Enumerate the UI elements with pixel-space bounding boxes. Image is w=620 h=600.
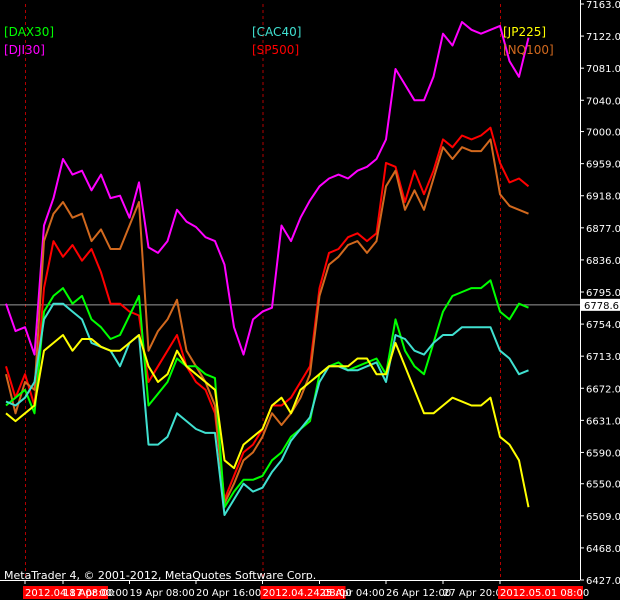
y-tick-label: 6959.0 [586,160,620,171]
x-tick-label: 20 Apr 16:00 [196,588,261,599]
y-tick-label: 6713.0 [586,352,620,363]
y-tick-label: 6468.0 [586,544,620,555]
x-tick-label: 25 Apr 04:00 [320,588,385,599]
y-tick-label: 6754.0 [586,320,620,331]
x-tick-label: 2012.05.01 08:00 [500,588,589,599]
legend-nq100: [NQ100] [503,43,554,57]
y-tick-label: 6590.0 [586,448,620,459]
current-price-label: 6778.6 [584,301,619,312]
current-price-box [581,298,620,311]
y-tick-label: 6918.0 [586,192,620,203]
x-label-highlight [498,586,583,599]
x-tick-label: 18 Apr 00:00 [63,588,128,599]
y-tick-label: 7122.0 [586,32,620,43]
y-tick-label: 6672.0 [586,384,620,395]
y-tick-label: 6509.0 [586,512,620,523]
series-line-cac40[interactable] [5,302,529,516]
y-tick-label: 6795.0 [586,288,620,299]
legend-dax30: [DAX30] [4,25,55,39]
y-tick-label: 6427.0 [586,576,620,587]
legend-jp225: [JP225] [503,25,547,39]
y-tick-label: 7000.0 [586,128,620,139]
y-tick-label: 7081.0 [586,64,620,75]
x-tick-label: 27 Apr 20:00 [443,588,508,599]
y-tick-label: 6550.0 [586,480,620,491]
y-tick-label: 6631.0 [586,416,620,427]
x-tick-label: 26 Apr 12:00 [386,588,451,599]
series-line-dji30[interactable] [5,21,530,356]
copyright-footer: MetaTrader 4, © 2001-2012, MetaQuotes So… [4,569,317,582]
legend-sp500: [SP500] [252,43,300,57]
x-label-highlight [23,586,108,599]
series-line-nq100[interactable] [5,138,529,505]
x-tick-label: 2012.04.24 08:00 [263,588,352,599]
legend-dji30: [DJI30] [4,43,45,57]
y-tick-label: 6836.0 [586,256,620,267]
series-line-sp500[interactable] [5,126,530,501]
legend-cac40: [CAC40] [252,25,302,39]
y-tick-label: 7040.0 [586,96,620,107]
x-label-highlight [260,586,346,599]
y-tick-label: 6877.0 [586,224,620,235]
series-line-dax30[interactable] [5,279,529,509]
x-tick-label: 2012.04.17 08:00 [25,588,114,599]
series-line-jp225[interactable] [5,334,530,508]
y-tick-label: 7163.0 [586,0,620,11]
x-tick-label: 19 Apr 08:00 [130,588,195,599]
